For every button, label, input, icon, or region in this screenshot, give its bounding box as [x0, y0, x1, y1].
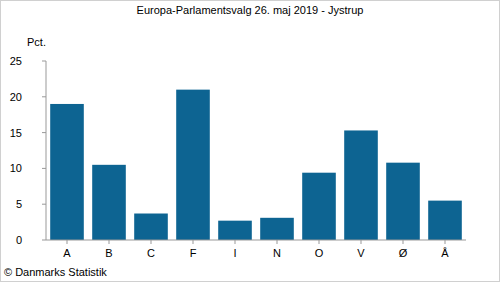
bar: [92, 165, 126, 240]
x-tick: [319, 240, 320, 244]
bar: [176, 90, 210, 240]
y-tick: [42, 240, 46, 241]
y-tick: [42, 168, 46, 169]
y-axis: [46, 61, 47, 240]
x-tick-label: N: [273, 247, 281, 259]
x-tick-label: Ø: [399, 247, 408, 259]
x-axis: [46, 240, 466, 241]
y-tick-label: 15: [10, 127, 22, 139]
x-tick-label: O: [315, 247, 324, 259]
x-tick: [445, 240, 446, 244]
x-tick: [277, 240, 278, 244]
y-tick: [42, 61, 46, 62]
chart-svg: Europa-Parlamentsvalg 26. maj 2019 - Jys…: [0, 0, 500, 282]
bar: [50, 104, 84, 240]
x-tick: [193, 240, 194, 244]
x-tick: [403, 240, 404, 244]
y-tick-label: 20: [10, 91, 22, 103]
x-tick-label: I: [233, 247, 236, 259]
x-tick-label: Å: [441, 247, 449, 259]
y-tick-label: 25: [10, 55, 22, 67]
y-tick-label: 10: [10, 162, 22, 174]
source: © Danmarks Statistik: [4, 266, 107, 278]
chart-container: Europa-Parlamentsvalg 26. maj 2019 - Jys…: [0, 0, 500, 282]
y-tick: [42, 204, 46, 205]
x-tick: [361, 240, 362, 244]
x-tick: [235, 240, 236, 244]
title: Europa-Parlamentsvalg 26. maj 2019 - Jys…: [137, 4, 364, 16]
x-tick-label: B: [105, 247, 112, 259]
bar: [344, 130, 378, 240]
bar: [260, 218, 294, 240]
y-tick: [42, 96, 46, 97]
bar: [218, 221, 252, 240]
y-tick-label: 5: [16, 198, 22, 210]
y-axis-label: Pct.: [27, 36, 46, 48]
bars: [50, 90, 462, 240]
bar: [134, 214, 168, 240]
x-tick-label: C: [147, 247, 155, 259]
x-tick: [109, 240, 110, 244]
bar: [386, 163, 420, 240]
x-tick: [67, 240, 68, 244]
x-tick-label: V: [357, 247, 365, 259]
x-tick-label: A: [63, 247, 71, 259]
bar: [428, 201, 462, 240]
bar: [302, 173, 336, 240]
frame: [1, 1, 500, 282]
x-tick-label: F: [190, 247, 197, 259]
y-tick-label: 0: [16, 234, 22, 246]
y-tick: [42, 132, 46, 133]
x-tick: [151, 240, 152, 244]
